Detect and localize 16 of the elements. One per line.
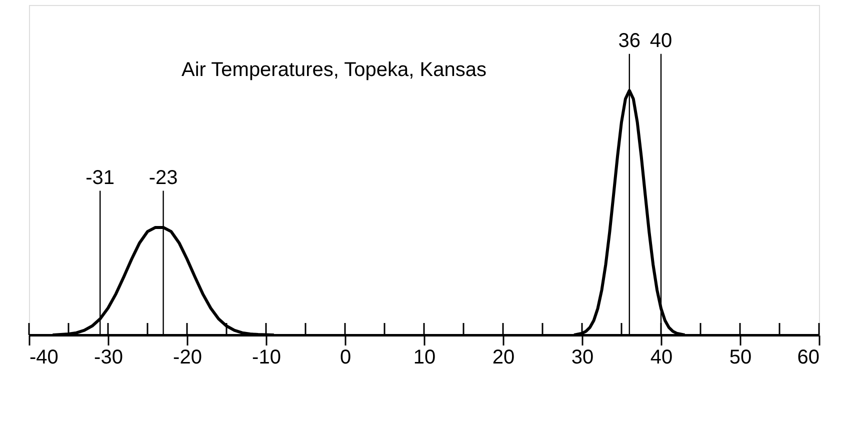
x-tick-label: -30 — [94, 346, 123, 368]
ref-line-label: -31 — [86, 166, 115, 189]
x-tick-label: 50 — [729, 346, 752, 368]
x-tick-label: -40 — [30, 346, 58, 368]
x-tick-label: 40 — [650, 346, 673, 368]
ref-line-label: -23 — [148, 166, 178, 189]
x-tick-label: 0 — [340, 346, 352, 368]
ref-line-label: 36 — [618, 30, 641, 52]
x-tick-label: 20 — [492, 346, 515, 368]
x-tick-label: -20 — [173, 346, 202, 368]
x-tick-label: -10 — [252, 346, 281, 368]
ref-line-label: 40 — [650, 30, 672, 52]
chart-title: Air Temperatures, Topeka, Kansas — [182, 59, 486, 81]
x-tick-label: 30 — [571, 346, 594, 368]
x-tick-label: 10 — [413, 346, 436, 368]
x-tick-label: 60 — [797, 346, 820, 368]
